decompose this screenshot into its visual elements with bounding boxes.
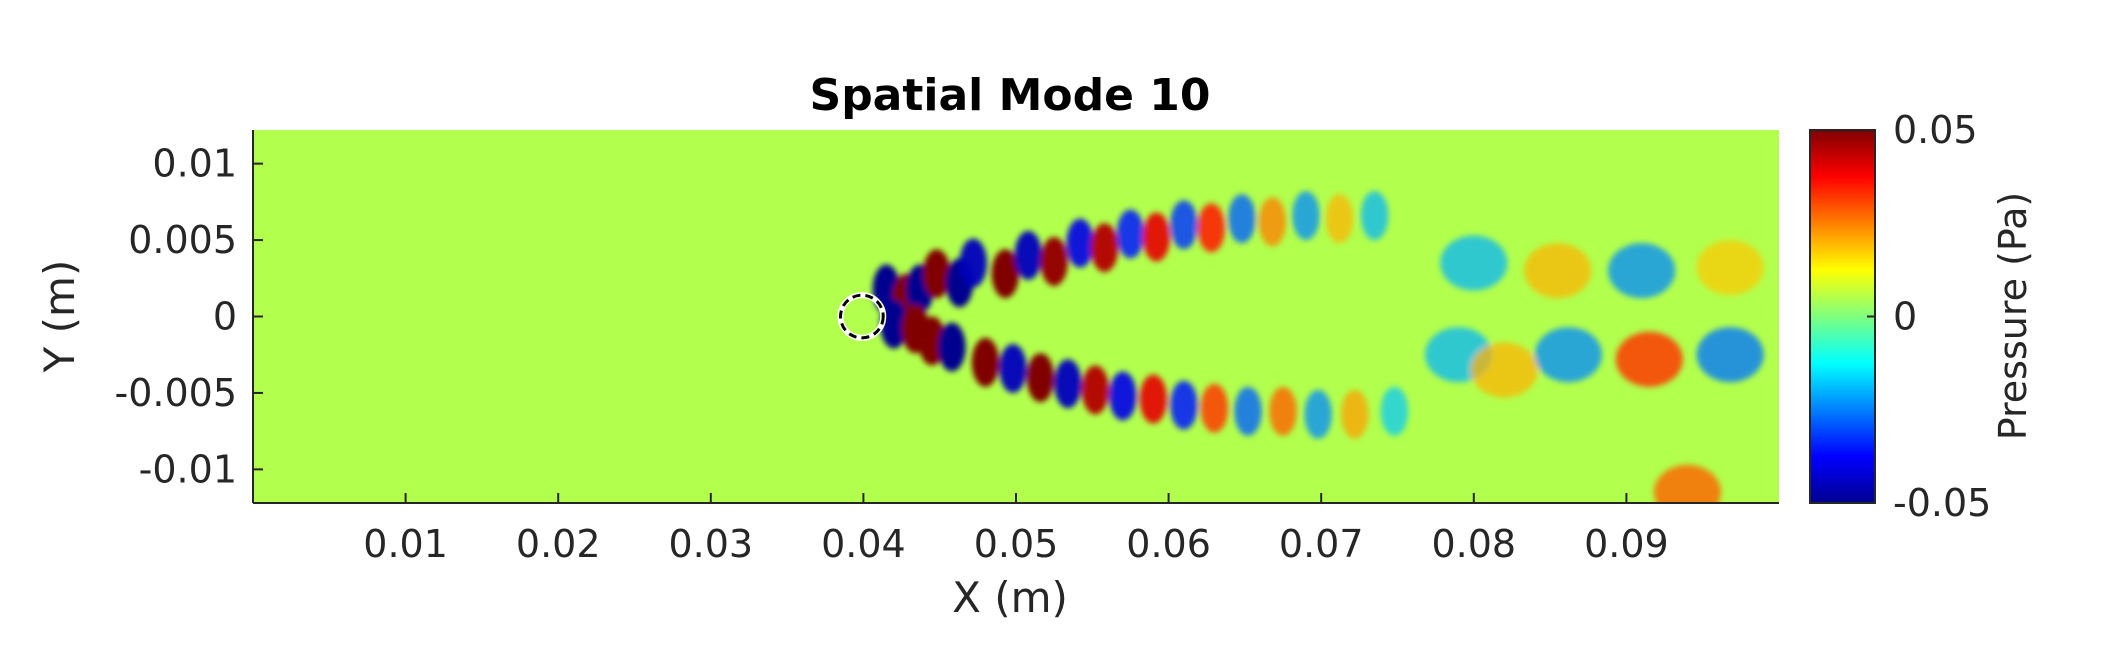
pressure-blob bbox=[1170, 380, 1198, 430]
y-tick-label: -0.01 bbox=[139, 447, 237, 491]
colorbar-tick-label: 0 bbox=[1893, 295, 1917, 339]
x-tick-label: 0.06 bbox=[1126, 522, 1211, 566]
pressure-blob bbox=[1696, 327, 1764, 383]
pressure-blob bbox=[1360, 191, 1389, 241]
colorbar bbox=[1809, 129, 1876, 504]
pressure-blob bbox=[1380, 386, 1409, 436]
y-axis-label: Y (m) bbox=[35, 260, 84, 374]
pressure-blob bbox=[1470, 342, 1538, 398]
x-tick-label: 0.07 bbox=[1279, 522, 1364, 566]
pressure-blob bbox=[1234, 386, 1262, 436]
pressure-blob bbox=[938, 322, 966, 372]
pressure-blob bbox=[1615, 331, 1683, 387]
y-tick-label: -0.005 bbox=[115, 371, 238, 415]
pressure-blob bbox=[1325, 194, 1354, 244]
pressure-blob bbox=[1228, 194, 1256, 244]
pressure-blob bbox=[1014, 230, 1042, 280]
pressure-blob bbox=[1090, 223, 1119, 273]
y-tick-label: 0.005 bbox=[128, 218, 237, 262]
pressure-blob bbox=[1040, 237, 1068, 286]
colorbar-label: Pressure (Pa) bbox=[1991, 192, 2035, 440]
pressure-blob bbox=[1081, 365, 1110, 415]
x-axis-label: X (m) bbox=[952, 573, 1068, 622]
colorbar-tick-label: 0.05 bbox=[1893, 108, 1978, 152]
pressure-blob bbox=[1653, 464, 1722, 503]
pressure-blob bbox=[1524, 243, 1592, 299]
colorbar-ticks: 0.05 0 -0.05 bbox=[1867, 108, 1991, 525]
pressure-blob bbox=[1341, 389, 1369, 439]
pressure-blob bbox=[922, 249, 951, 299]
chart-title: Spatial Mode 10 bbox=[810, 70, 1211, 121]
x-tick-label: 0.03 bbox=[668, 522, 753, 566]
y-tick-label: 0 bbox=[213, 295, 237, 339]
pressure-blob bbox=[1440, 235, 1508, 291]
heatmap-plot-area bbox=[253, 130, 1779, 503]
pressure-blob bbox=[1292, 191, 1320, 241]
colorbar-tick-label: -0.05 bbox=[1893, 481, 1991, 525]
x-tick-label: 0.01 bbox=[363, 522, 448, 566]
pressure-blob bbox=[1696, 240, 1764, 296]
pressure-blob bbox=[1197, 203, 1226, 253]
pressure-blob bbox=[1269, 386, 1297, 436]
y-tick-labels: 0.01 0.005 0 -0.005 -0.01 bbox=[115, 142, 263, 491]
x-tick-label: 0.09 bbox=[1584, 522, 1669, 566]
pressure-blob bbox=[880, 299, 908, 349]
x-tick-label: 0.04 bbox=[821, 522, 906, 566]
cylinder-ring bbox=[839, 293, 885, 340]
pressure-blob bbox=[991, 249, 1020, 299]
x-tick-labels: 0.01 0.02 0.03 0.04 0.05 0.06 0.07 0.08 0.09 bbox=[363, 493, 1669, 566]
pressure-blob bbox=[1142, 212, 1171, 262]
pressure-blob bbox=[1258, 197, 1287, 247]
pressure-blob bbox=[1170, 200, 1198, 250]
pressure-field bbox=[872, 191, 1764, 503]
pressure-blob bbox=[1304, 389, 1332, 439]
x-tick-label: 0.08 bbox=[1431, 522, 1516, 566]
pressure-blob bbox=[1054, 359, 1082, 409]
pressure-blob bbox=[1200, 383, 1229, 433]
cylinder-marker bbox=[837, 292, 887, 341]
heatmap-background bbox=[253, 130, 1779, 503]
pressure-blob bbox=[1109, 371, 1137, 421]
pressure-blob bbox=[1066, 218, 1094, 268]
pressure-blob bbox=[1608, 243, 1676, 299]
pressure-blob bbox=[999, 344, 1027, 393]
pressure-blob bbox=[1116, 209, 1145, 259]
pressure-blob bbox=[1139, 374, 1168, 424]
pressure-blob bbox=[959, 238, 988, 288]
y-tick-label: 0.01 bbox=[152, 142, 237, 186]
pressure-blob bbox=[971, 337, 1000, 387]
pressure-blob bbox=[1026, 353, 1055, 403]
x-tick-label: 0.02 bbox=[516, 522, 601, 566]
pressure-blob bbox=[1534, 327, 1602, 383]
x-tick-label: 0.05 bbox=[974, 522, 1059, 566]
